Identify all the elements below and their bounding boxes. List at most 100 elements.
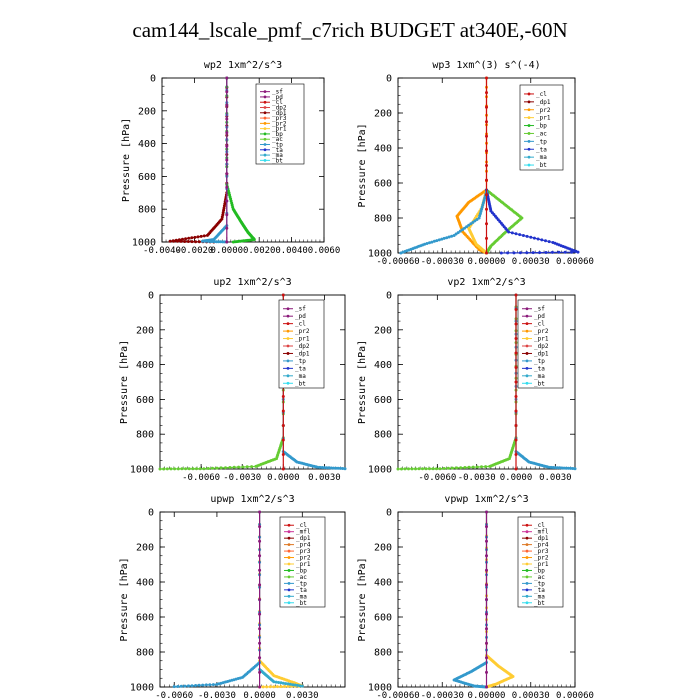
legend-label-pr1: _pr1 (536, 115, 551, 122)
series-point (225, 213, 229, 217)
series-point (544, 239, 547, 243)
series-point (485, 91, 488, 95)
series-point (507, 230, 511, 234)
series-point (334, 466, 338, 470)
legend-marker-pr2 (525, 556, 529, 559)
series-point (198, 467, 202, 471)
series-point (403, 467, 407, 471)
series-point (283, 685, 286, 688)
legend-label-bt: _bt (534, 380, 545, 387)
legend-label-pd: _pd (534, 313, 545, 320)
series-point (514, 337, 518, 340)
series-point (179, 684, 183, 688)
series-point (450, 234, 454, 238)
series-point (499, 251, 503, 255)
series-point (179, 239, 183, 243)
y-tick-label: 0 (148, 291, 154, 302)
legend-marker-dp2 (263, 106, 267, 109)
series-point (225, 131, 229, 135)
series-point (510, 231, 514, 235)
chart-panel-2: wp3 1xm^(3) s^(-4) Pressure [hPa] 0 200 400 6… (357, 60, 594, 267)
y-tick-label: 600 (136, 395, 154, 406)
series-point (471, 465, 475, 469)
series-point (514, 322, 518, 326)
series-point (484, 465, 488, 469)
x-tick-label: -0.0060 (418, 473, 456, 483)
series-point (421, 467, 424, 471)
x-tick-label: 0.0000 (211, 246, 244, 256)
legend-label-pr1: _pr1 (295, 336, 310, 343)
series-point (275, 685, 279, 689)
series-point (536, 237, 540, 241)
series-point (450, 466, 454, 470)
series-point (338, 466, 342, 470)
x-tick-label: -0.0060 (182, 473, 220, 483)
legend-marker-ac (263, 137, 267, 141)
series-point (172, 239, 176, 243)
series-point (196, 235, 200, 239)
series-point (480, 465, 483, 469)
series-point (547, 240, 551, 244)
series-point (258, 583, 262, 587)
series-point (396, 467, 400, 471)
series-point (514, 438, 518, 442)
series-point (455, 466, 459, 470)
series-point (181, 237, 184, 241)
series-point (316, 465, 320, 469)
series-point (557, 250, 561, 254)
legend-label-pr1: _pr1 (534, 336, 549, 343)
series-point (231, 240, 235, 244)
legend-label-ma: _ma (272, 152, 283, 159)
series-point (544, 251, 548, 254)
legend-marker-tp (286, 359, 290, 363)
legend-label-ma: _ma (295, 373, 306, 380)
series-point (281, 424, 285, 427)
series-point (225, 117, 229, 121)
series-point (514, 453, 518, 456)
series-point (438, 467, 442, 471)
series-point (268, 685, 272, 689)
x-tick-label: -0.0020 (175, 246, 213, 256)
series-point (485, 627, 488, 631)
legend-label-sf: _sf (295, 306, 306, 313)
series-line-dp1 (398, 295, 517, 470)
series-point (281, 681, 285, 685)
series-point (336, 466, 340, 470)
legend-label-ta: _ta (534, 365, 545, 372)
legend-marker-ac (527, 132, 531, 135)
legend-label-cl: _cl (534, 522, 545, 529)
series-point (211, 466, 214, 470)
x-tick-label: -0.0040 (143, 246, 181, 256)
y-tick-label: 800 (374, 430, 392, 441)
series-point (400, 467, 403, 471)
y-tick-label: 800 (136, 430, 154, 441)
x-tick-label: 0.0000 (243, 691, 276, 700)
series-point (514, 380, 518, 384)
plot-frame (397, 294, 576, 470)
series-point (343, 467, 347, 471)
x-tick-label: 0.0040 (275, 246, 308, 256)
x-tick-label: 0.00000 (468, 257, 506, 267)
legend-label-bt: _bt (296, 600, 307, 607)
legend-marker-ta (286, 366, 290, 370)
series-point (399, 251, 403, 255)
series-point (279, 681, 283, 685)
series-point (258, 612, 262, 616)
series-point (463, 466, 467, 469)
series-point (327, 466, 331, 470)
legend-label-pr2: _pr2 (272, 120, 287, 127)
series-point (417, 467, 421, 471)
y-tick-label: 1000 (130, 683, 154, 694)
legend-label-cl: _cl (272, 99, 283, 106)
series-point (512, 251, 516, 255)
series-point (407, 467, 410, 471)
series-point (284, 682, 288, 686)
series-point (228, 466, 232, 469)
legend-marker-sf (525, 307, 529, 311)
legend-label-pr2: _pr2 (534, 555, 549, 562)
series-point (298, 684, 302, 688)
series-point (514, 293, 518, 297)
legend-marker-dp1 (287, 536, 291, 540)
y-axis-label: Pressure [hPa] (357, 340, 368, 424)
legend-label-tp: _tp (296, 580, 307, 587)
